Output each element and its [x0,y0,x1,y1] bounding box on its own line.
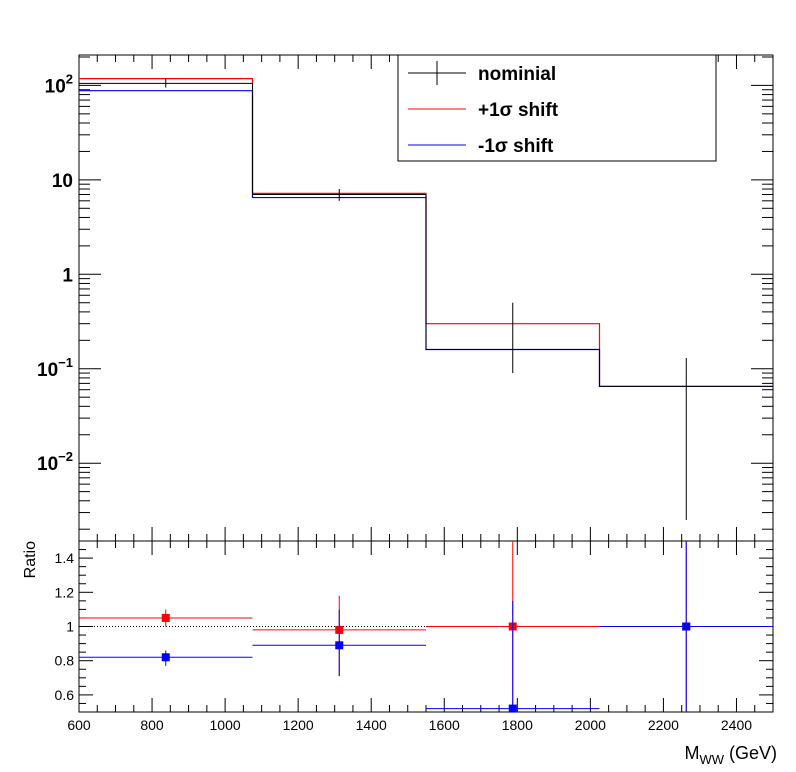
y-tick-label-base: 1 [62,265,73,286]
ratio-minus1sigma-marker [335,641,344,650]
x-axis-label-main: M [684,743,699,763]
x-tick-label: 600 [67,717,91,733]
x-tick-label: 1800 [502,717,533,733]
x-tick-label: 800 [140,717,164,733]
y-tick-label: 102 [45,71,73,97]
y-tick-label: 10 [52,171,73,192]
y-tick-label-base: 10 [37,360,58,381]
x-tick-label: 1000 [210,717,241,733]
y-tick-label-exponent: 2 [66,71,73,86]
y-tick-label-base: 10 [52,171,73,192]
y-tick-label-base: 10 [45,76,66,97]
x-tick-label: 1400 [356,717,387,733]
x-axis-label-subscript: WW [699,752,724,767]
x-tick-label: 2400 [721,717,752,733]
ratio-y-tick-label: 1 [66,619,74,635]
legend-label-minus1sigma: -1σ shift [478,136,554,157]
legend-entry-nominal: nominial [408,61,556,85]
y-tick-label: 10−1 [37,355,73,381]
ratio-minus1sigma-marker [508,704,517,713]
ratio-minus1sigma-marker [682,622,691,631]
y-tick-label-exponent: −2 [58,449,73,464]
legend-label-nominal: nominial [478,64,556,85]
x-axis-label: MWW (GeV) [684,743,777,767]
x-tick-label: 2200 [648,717,679,733]
legend: nominial +1σ shift -1σ shift [397,54,717,162]
ratio-y-axis-label: Ratio [22,541,39,578]
y-tick-label-base: 10 [37,454,58,475]
ratio-panel: 0.6 0.8 1 1.2 1.4 600 800 1000 1200 1400 1600 1800 2… [55,540,774,733]
ratio-y-tick-label: 0.8 [55,653,75,669]
legend-label-plus1sigma: +1σ shift [478,100,559,121]
legend-entry-minus1sigma: -1σ shift [408,136,554,157]
y-tick-label: 10−2 [37,449,73,475]
ratio-plus1sigma-marker [161,613,170,622]
x-tick-label: 2000 [575,717,606,733]
x-tick-label: 1200 [283,717,314,733]
legend-entry-plus1sigma: +1σ shift [408,100,559,121]
x-tick-label: 1600 [429,717,460,733]
ratio-minus1sigma-marker [161,653,170,662]
x-axis-label-unit: (GeV) [724,743,777,763]
ratio-y-tick-label: 0.6 [55,687,75,703]
y-tick-label-exponent: −1 [58,355,73,370]
ratio-y-tick-label: 1.2 [55,584,75,600]
ratio-y-tick-label: 1.4 [55,550,75,566]
y-tick-label: 1 [62,265,73,286]
